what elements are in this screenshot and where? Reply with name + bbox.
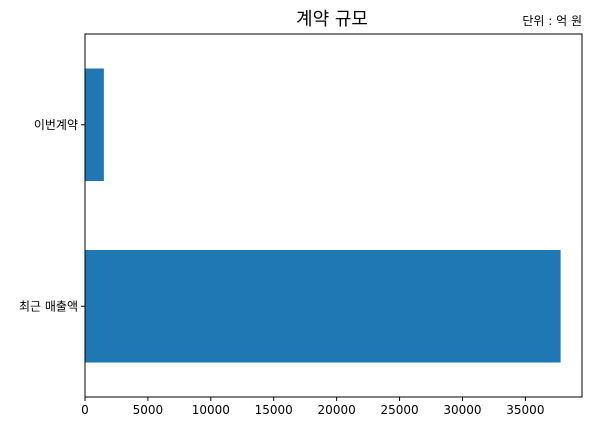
y-tick-label-1: 이번계약 [34,117,78,132]
unit-note: 단위 : 억 원 [522,14,582,28]
plot-frame [84,33,583,398]
x-tick-label-1: 5000 [133,403,164,417]
bars-group [85,68,561,363]
x-tick-label-7: 35000 [506,403,544,417]
y-tick-label-0: 최근 매출액 [19,299,78,313]
x-tick-label-0: 0 [81,403,89,417]
x-tick-label-6: 30000 [443,403,481,417]
x-tick-label-4: 20000 [318,403,356,417]
chart-title: 계약 규모 [296,9,368,30]
x-tick-label-3: 15000 [255,403,293,417]
x-tick-label-2: 10000 [192,403,230,417]
bar-0 [85,249,561,363]
bar-1 [85,68,104,182]
x-axis: 0 5000 10000 15000 20000 25000 30000 35000 [81,397,544,417]
x-tick-label-5: 25000 [380,403,418,417]
y-axis: 최근 매출액 이번계약 [19,117,85,313]
